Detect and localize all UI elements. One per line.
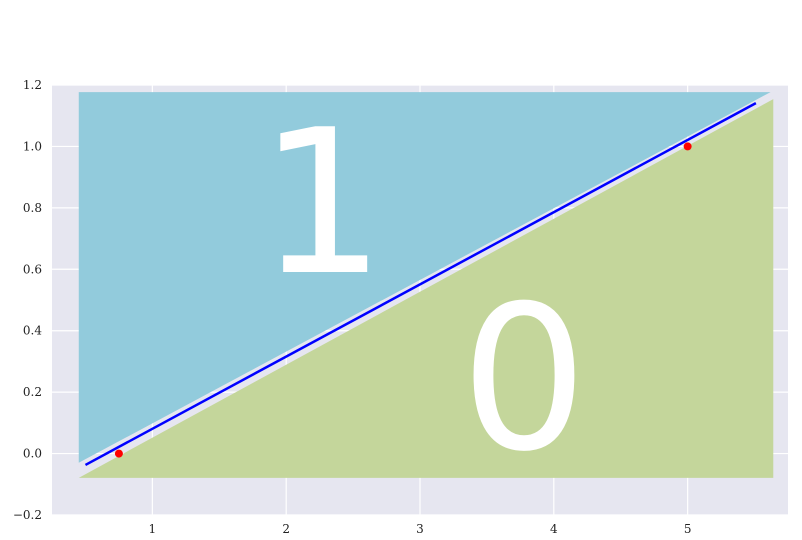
y-tick-label: 1.0 — [23, 139, 42, 153]
y-tick-label: 0.2 — [23, 385, 42, 399]
data-point — [114, 449, 123, 458]
x-tick-label: 2 — [282, 522, 290, 536]
region-label: 0 — [460, 263, 587, 496]
region-0 — [78, 99, 774, 478]
decision-line — [84, 102, 757, 467]
region-label: 1 — [258, 87, 385, 320]
y-tick-label: 1.2 — [23, 78, 42, 92]
x-tick-label: 1 — [149, 522, 157, 536]
regions: 10 — [78, 87, 774, 496]
y-tick-label: 0.8 — [23, 201, 42, 215]
y-axis-ticks: −0.2 0.0 0.2 0.4 0.6 0.8 1.0 1.2 — [13, 78, 42, 522]
x-tick-label: 4 — [550, 522, 558, 536]
y-tick-label: 0.4 — [23, 324, 42, 338]
x-axis-ticks: 1 2 3 4 5 — [149, 522, 692, 536]
x-tick-label: 5 — [684, 522, 692, 536]
data-point — [683, 142, 692, 151]
y-tick-label: −0.2 — [13, 508, 42, 522]
y-tick-label: 0.6 — [23, 262, 42, 276]
marks — [84, 102, 757, 467]
region-1 — [78, 92, 771, 463]
x-tick-label: 3 — [416, 522, 424, 536]
y-tick-label: 0.0 — [23, 447, 42, 461]
